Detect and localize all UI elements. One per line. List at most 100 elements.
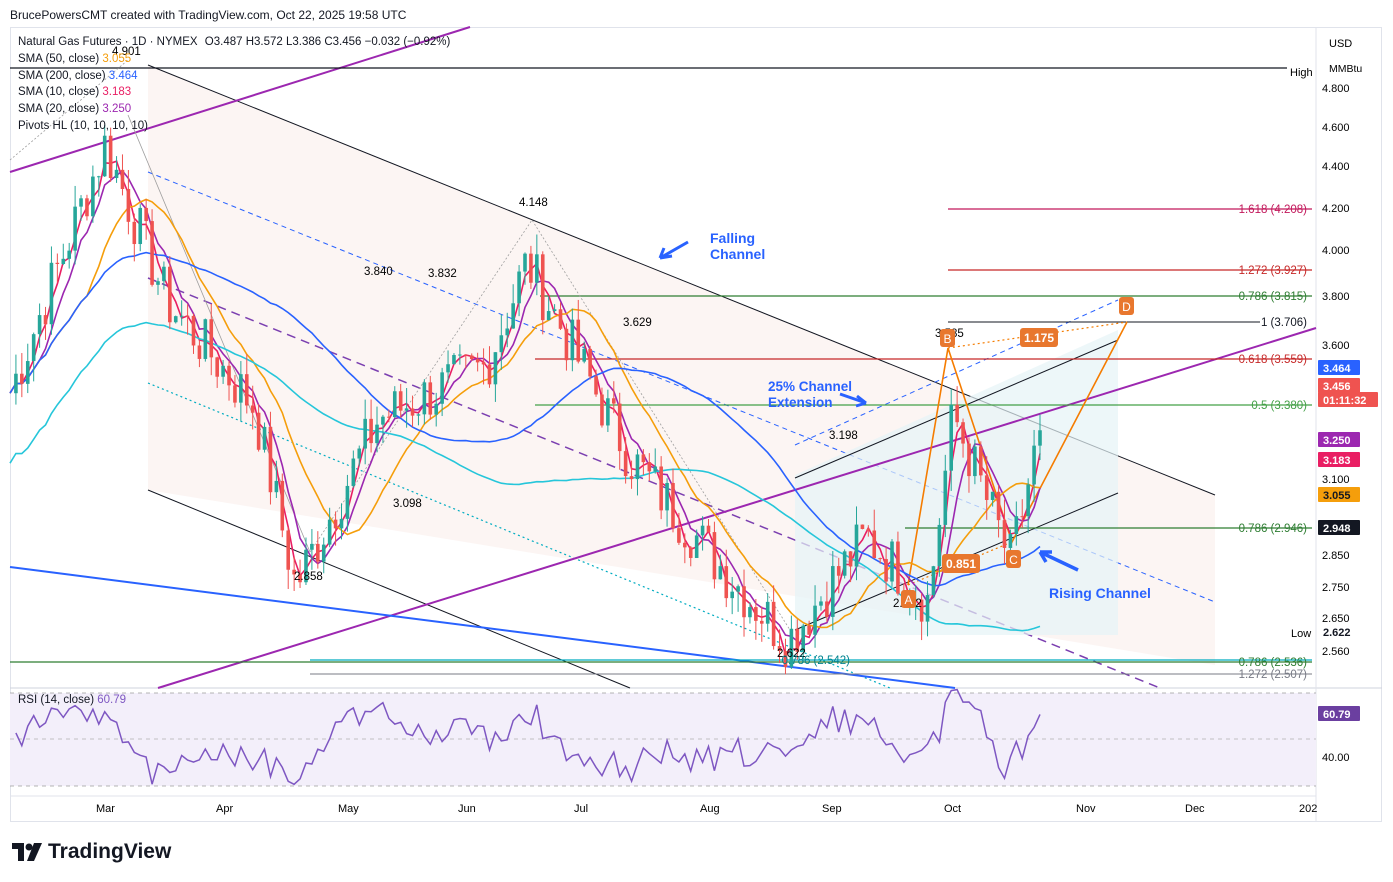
candle	[635, 449, 640, 496]
legend-sma20[interactable]: SMA (20, close) 3.250	[18, 103, 132, 116]
long-blue-trendline	[9, 566, 956, 689]
candle	[102, 124, 107, 178]
candle	[499, 314, 504, 370]
pivot-label: 3.832	[428, 268, 457, 280]
candle	[611, 381, 616, 414]
candle	[955, 386, 959, 427]
pivot-leg-early	[9, 59, 129, 161]
candle	[357, 445, 362, 467]
falling-channel-lower-dotted	[147, 382, 891, 689]
candle	[404, 388, 409, 428]
candle	[890, 539, 894, 587]
month-label: Apr	[216, 803, 233, 815]
time-axis[interactable]: Mar Apr May Jun Jul Aug Sep Oct Nov Dec 202	[96, 803, 1317, 815]
legend-sma50[interactable]: SMA (50, close) 3.055	[18, 52, 132, 65]
price-tick-label: 4.600	[1322, 122, 1350, 134]
candle	[943, 454, 948, 538]
candle	[789, 615, 794, 669]
svg-text:1.175: 1.175	[1024, 331, 1054, 345]
candle	[179, 300, 184, 326]
fib-label: 1.272 (3.927)	[1239, 265, 1308, 277]
candle	[771, 585, 776, 650]
svg-text:3.055: 3.055	[1323, 490, 1351, 502]
month-label: Nov	[1076, 803, 1096, 815]
svg-text:60.79: 60.79	[1323, 709, 1351, 721]
candle	[748, 602, 752, 624]
candle	[31, 332, 36, 382]
tradingview-icon	[12, 843, 42, 861]
falling-arrow-icon	[658, 240, 689, 260]
candle	[653, 448, 658, 474]
pivot-label: 3.629	[623, 317, 652, 329]
fib-label: 0.786 (3.815)	[1239, 291, 1308, 303]
fib-label: 1 (3.706)	[1261, 317, 1307, 329]
candle	[55, 253, 60, 283]
axis-unit: MMBtu	[1329, 63, 1362, 75]
candle	[765, 593, 770, 632]
extension-label-2: Extension	[768, 395, 833, 410]
month-label: Jul	[574, 803, 588, 815]
candle	[517, 265, 521, 317]
legend-sma10[interactable]: SMA (10, close) 3.183	[18, 86, 132, 99]
fib-label: 0.618 (3.559)	[1239, 354, 1308, 366]
candle	[339, 503, 344, 540]
rising-arrow-icon	[1038, 550, 1079, 572]
candle	[919, 593, 924, 641]
candle	[173, 315, 178, 324]
candle	[990, 491, 995, 507]
candle	[961, 418, 965, 458]
month-label: Mar	[96, 803, 115, 815]
falling-channel-bottom	[147, 489, 631, 689]
tradingview-logo[interactable]: TradingView	[12, 840, 171, 864]
sma-50-line	[9, 198, 1041, 629]
candle	[813, 585, 817, 648]
pivot-zigzag	[309, 219, 791, 631]
legend-pivots[interactable]: Pivots HL (10, 10, 10, 10)	[18, 119, 148, 132]
price-tick-label: 3.800	[1322, 291, 1350, 303]
candle	[570, 308, 575, 372]
candle	[700, 516, 705, 551]
price-tick-label: 4.000	[1322, 245, 1350, 257]
candle	[552, 304, 557, 314]
candle	[244, 354, 249, 414]
candle	[233, 375, 237, 408]
candle	[706, 518, 711, 533]
price-badge: 3.183	[1318, 452, 1360, 467]
abcd-badge-a: A	[901, 590, 916, 608]
candle	[949, 388, 954, 491]
candle	[262, 422, 267, 453]
candle	[37, 303, 42, 348]
price-tick-label: 4.200	[1322, 203, 1350, 215]
candle	[694, 529, 699, 558]
candle	[250, 385, 255, 430]
falling-channel-mid	[147, 277, 1161, 689]
candle	[742, 569, 746, 637]
candle	[718, 554, 723, 580]
month-label: Aug	[700, 803, 720, 815]
candle	[387, 409, 391, 423]
candle	[1020, 499, 1025, 528]
candle	[641, 449, 646, 475]
month-label: Oct	[944, 803, 961, 815]
candle	[860, 524, 865, 530]
rsi-legend[interactable]: RSI (14, close) 60.79	[18, 694, 127, 706]
low-tag-bg	[1287, 625, 1315, 641]
candle	[831, 550, 835, 631]
axis-currency[interactable]: USD	[1329, 38, 1352, 50]
candle	[606, 389, 610, 432]
candle	[1026, 478, 1030, 534]
candle	[49, 246, 54, 335]
legend-sma200[interactable]: SMA (200, close) 3.464	[18, 69, 138, 82]
candle	[671, 468, 675, 533]
candle	[724, 549, 729, 608]
candle	[268, 411, 273, 505]
candle	[345, 474, 350, 532]
candle	[274, 460, 279, 498]
candle	[683, 533, 687, 564]
svg-text:2.622: 2.622	[1323, 627, 1351, 639]
candle	[422, 379, 427, 425]
candle	[754, 598, 758, 640]
falling-channel-label-1: Falling	[710, 230, 755, 246]
symbol-title[interactable]: Natural Gas Futures · 1D · NYMEX	[18, 36, 198, 48]
